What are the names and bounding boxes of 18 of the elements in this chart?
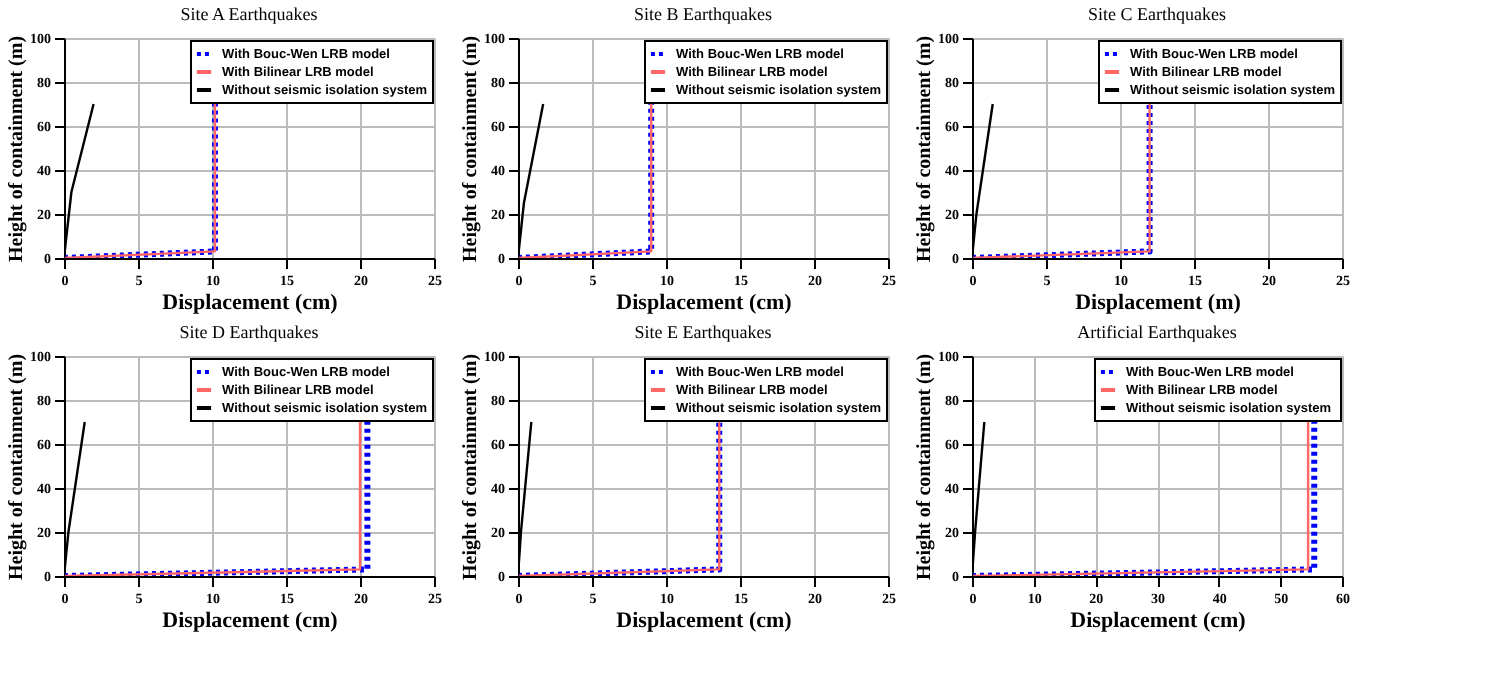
x-axis-title: Displacement (cm): [162, 609, 339, 633]
chart-title: Site B Earthquakes: [634, 4, 773, 24]
y-axis-title: Height of containment (m): [914, 35, 936, 263]
chart-title: Site A Earthquakes: [180, 4, 319, 24]
chart-title: Site C Earthquakes: [1088, 4, 1227, 24]
x-axis-title: Displacement (cm): [616, 609, 793, 633]
y-axis-title: Height of containment (m): [914, 353, 936, 581]
x-axis-title: Displacement (m): [1075, 291, 1242, 315]
y-axis-title: Height of containment (m): [6, 35, 28, 263]
x-axis-title: Displacement (cm): [1070, 609, 1247, 633]
y-axis-title: Height of containment (m): [6, 353, 28, 581]
x-axis-title: Displacement (cm): [162, 291, 339, 315]
chart-title: Artificial Earthquakes: [1077, 322, 1238, 342]
chart-title: Site D Earthquakes: [179, 322, 320, 342]
x-axis-title: Displacement (cm): [616, 291, 793, 315]
y-axis-title: Height of containment (m): [460, 35, 482, 263]
y-axis-title: Height of containment (m): [460, 353, 482, 581]
chart-title: Site E Earthquakes: [634, 322, 773, 342]
